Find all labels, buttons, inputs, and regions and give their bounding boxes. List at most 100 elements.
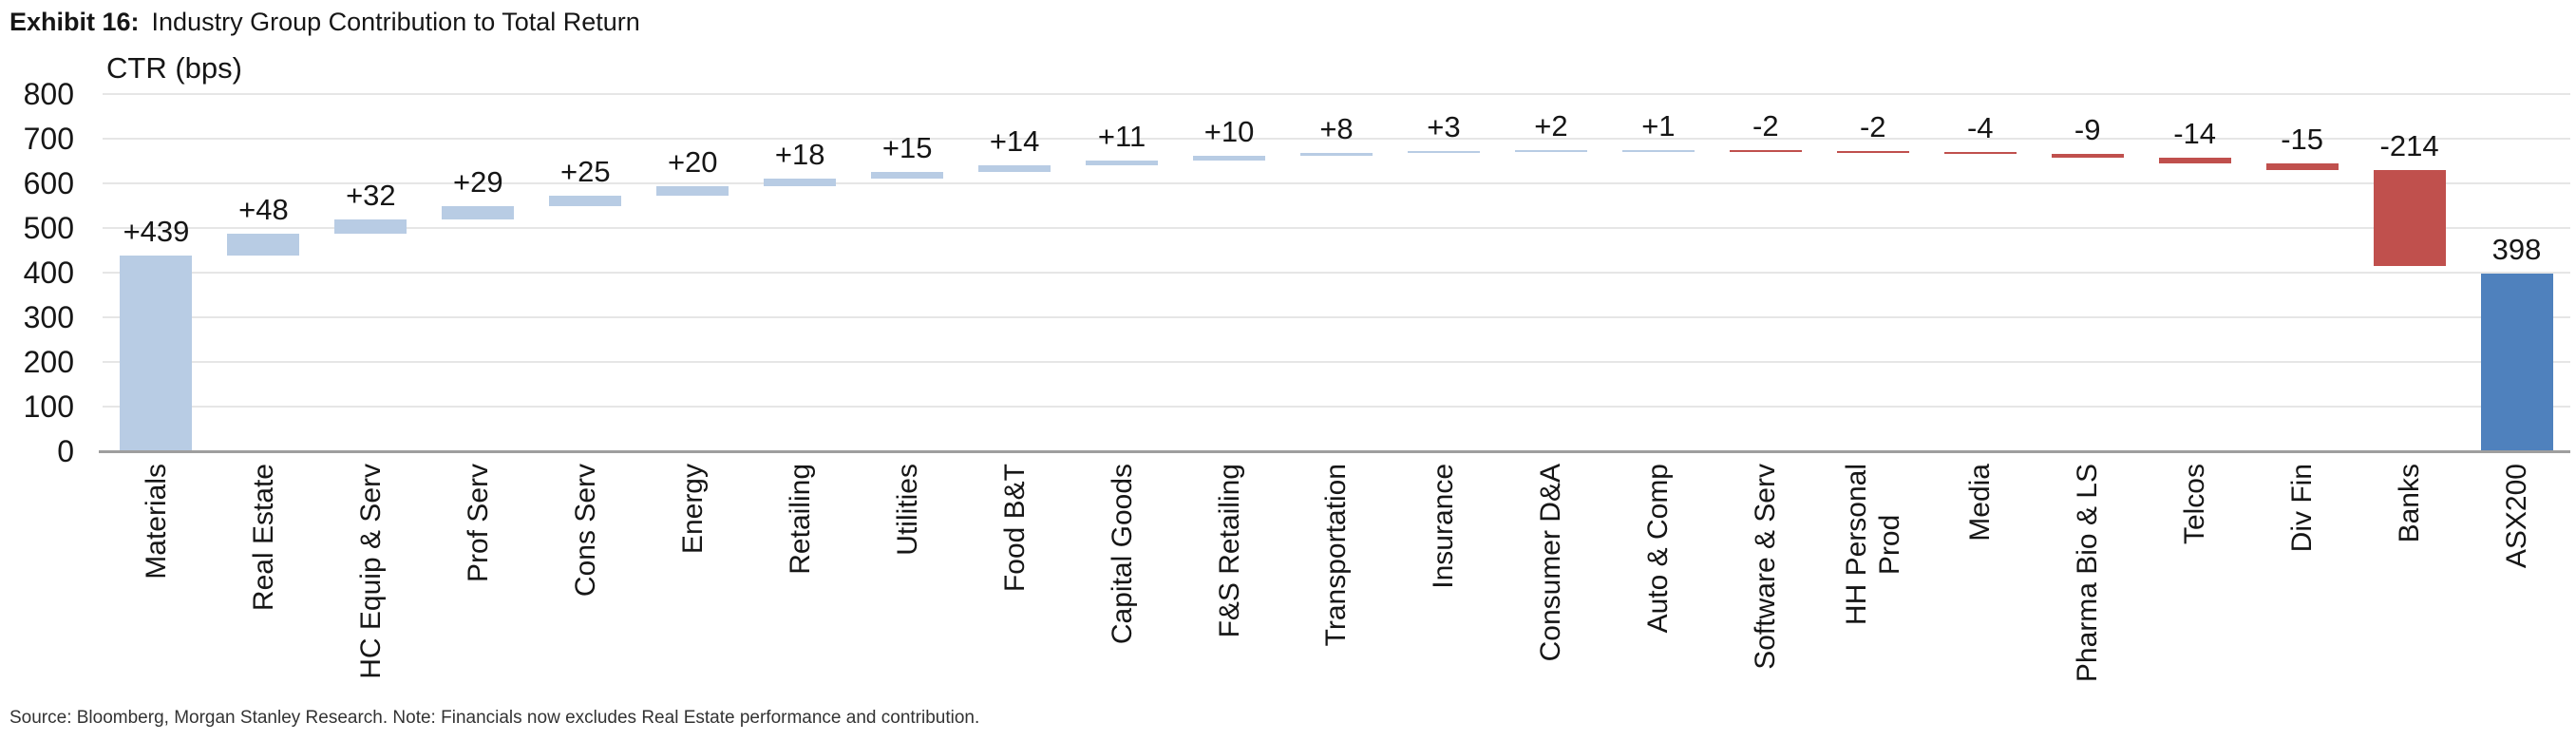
category-label-hc-equip-serv: HC Equip & Serv — [317, 464, 425, 725]
bar-div-fin — [2265, 163, 2339, 171]
category-label-text-pharma-bio-ls: Pharma Bio & LS — [2072, 464, 2104, 683]
category-label-text-hc-equip-serv: HC Equip & Serv — [354, 464, 387, 679]
category-label-auto-comp: Auto & Comp — [1604, 464, 1712, 725]
value-label-materials: +439 — [123, 214, 190, 248]
category-label-banks: Banks — [2356, 464, 2463, 725]
y-tick-200: 200 — [23, 345, 74, 379]
bar-cons-serv — [549, 195, 622, 207]
category-label-text-energy: Energy — [676, 464, 709, 555]
value-label-banks: -214 — [2379, 129, 2439, 163]
category-label-text-capital-goods: Capital Goods — [1106, 464, 1138, 645]
y-tick-400: 400 — [23, 256, 74, 290]
gridline-200 — [103, 361, 2570, 363]
bar-telcos — [2158, 157, 2231, 164]
category-label-text-auto-comp: Auto & Comp — [1642, 464, 1675, 634]
category-label-text-transportation: Transportation — [1320, 464, 1353, 647]
x-axis-line — [99, 450, 2570, 453]
category-label-text-asx200: ASX200 — [2501, 464, 2532, 569]
category-label-software-serv: Software & Serv — [1712, 464, 1819, 725]
category-label-prof-serv: Prof Serv — [425, 464, 532, 725]
value-label-retailing: +18 — [774, 137, 825, 171]
source-note: Source: Bloomberg, Morgan Stanley Resear… — [9, 708, 980, 728]
bar-transportation — [1300, 152, 1373, 157]
category-label-text-banks: Banks — [2394, 464, 2426, 543]
value-label-prof-serv: +29 — [453, 165, 503, 200]
y-tick-500: 500 — [23, 211, 74, 245]
gridline-400 — [103, 272, 2570, 274]
value-label-asx200: 398 — [2491, 232, 2542, 266]
category-label-retailing: Retailing — [747, 464, 854, 725]
category-label-text-retailing: Retailing — [784, 464, 816, 575]
bar-prof-serv — [442, 206, 515, 220]
y-tick-600: 600 — [23, 166, 74, 200]
category-label-materials: Materials — [103, 464, 210, 725]
value-label-media: -4 — [1966, 110, 1994, 144]
category-label-capital-goods: Capital Goods — [1069, 464, 1176, 725]
category-label-text-media: Media — [1964, 464, 1997, 542]
value-label-real-estate: +48 — [238, 193, 289, 227]
value-label-f-s-retailing: +10 — [1203, 115, 1255, 149]
category-label-media: Media — [1926, 464, 2034, 725]
category-label-text-div-fin: Div Fin — [2286, 464, 2319, 553]
category-label-consumer-d-a: Consumer D&A — [1497, 464, 1604, 725]
exhibit-number: Exhibit 16: — [9, 8, 140, 36]
y-tick-700: 700 — [23, 122, 74, 156]
category-label-text-insurance: Insurance — [1428, 464, 1460, 589]
category-label-text-materials: Materials — [140, 464, 172, 580]
category-label-real-estate: Real Estate — [210, 464, 317, 725]
category-label-utilities: Utilities — [854, 464, 961, 725]
gridline-600 — [103, 182, 2570, 184]
category-label-text-f-s-retailing: F&S Retailing — [1213, 464, 1245, 638]
category-label-asx200: ASX200 — [2463, 464, 2570, 725]
gridline-500 — [103, 227, 2570, 229]
value-label-cons-serv: +25 — [559, 154, 611, 188]
category-label-text-telcos: Telcos — [2179, 464, 2211, 545]
category-label-text-cons-serv: Cons Serv — [569, 464, 601, 598]
category-label-text-prof-serv: Prof Serv — [462, 464, 494, 583]
value-label-div-fin: -15 — [2281, 123, 2323, 157]
value-label-utilities: +15 — [881, 130, 933, 164]
gridline-800 — [103, 93, 2570, 95]
category-label-text-food-b-t: Food B&T — [998, 464, 1031, 593]
category-label-pharma-bio-ls: Pharma Bio & LS — [2034, 464, 2141, 725]
y-tick-0: 0 — [57, 434, 74, 468]
bar-hh-personal-prod — [1836, 150, 1909, 153]
bar-pharma-bio-ls — [2051, 153, 2124, 158]
y-axis-title: CTR (bps) — [106, 51, 242, 85]
category-label-transportation: Transportation — [1283, 464, 1391, 725]
value-label-hc-equip-serv: +32 — [346, 179, 396, 213]
category-label-text-consumer-d-a: Consumer D&A — [1535, 464, 1567, 662]
value-label-energy: +20 — [667, 145, 718, 180]
y-tick-300: 300 — [23, 300, 74, 334]
y-tick-100: 100 — [23, 390, 74, 424]
exhibit-title-text: Industry Group Contribution to Total Ret… — [151, 8, 640, 36]
category-label-div-fin: Div Fin — [2248, 464, 2356, 725]
bar-asx200 — [2480, 273, 2553, 451]
category-label-food-b-t: Food B&T — [961, 464, 1069, 725]
bar-banks — [2373, 170, 2446, 266]
bar-real-estate — [227, 234, 300, 256]
bar-auto-comp — [1621, 149, 1695, 152]
bar-software-serv — [1729, 149, 1802, 152]
value-label-insurance: +3 — [1427, 110, 1461, 144]
value-label-auto-comp: +1 — [1641, 108, 1676, 142]
category-label-text-software-serv: Software & Serv — [1750, 464, 1782, 670]
category-label-cons-serv: Cons Serv — [532, 464, 639, 725]
category-label-energy: Energy — [639, 464, 747, 725]
value-label-capital-goods: +11 — [1097, 120, 1146, 154]
bar-utilities — [871, 171, 944, 179]
bar-capital-goods — [1086, 161, 1159, 166]
gridline-700 — [103, 138, 2570, 140]
value-label-telcos: -14 — [2173, 116, 2217, 150]
gridline-300 — [103, 316, 2570, 318]
gridline-100 — [103, 406, 2570, 408]
bar-hc-equip-serv — [334, 219, 407, 235]
category-label-text-real-estate: Real Estate — [247, 464, 279, 612]
bar-food-b-t — [978, 165, 1051, 172]
category-label-text-utilities: Utilities — [891, 464, 923, 556]
value-label-consumer-d-a: +2 — [1534, 109, 1568, 143]
category-label-text-hh-personal-prod: HH Personal Prod — [1840, 464, 1905, 626]
category-label-hh-personal-prod: HH Personal Prod — [1819, 464, 1926, 725]
bar-media — [1943, 151, 2017, 154]
